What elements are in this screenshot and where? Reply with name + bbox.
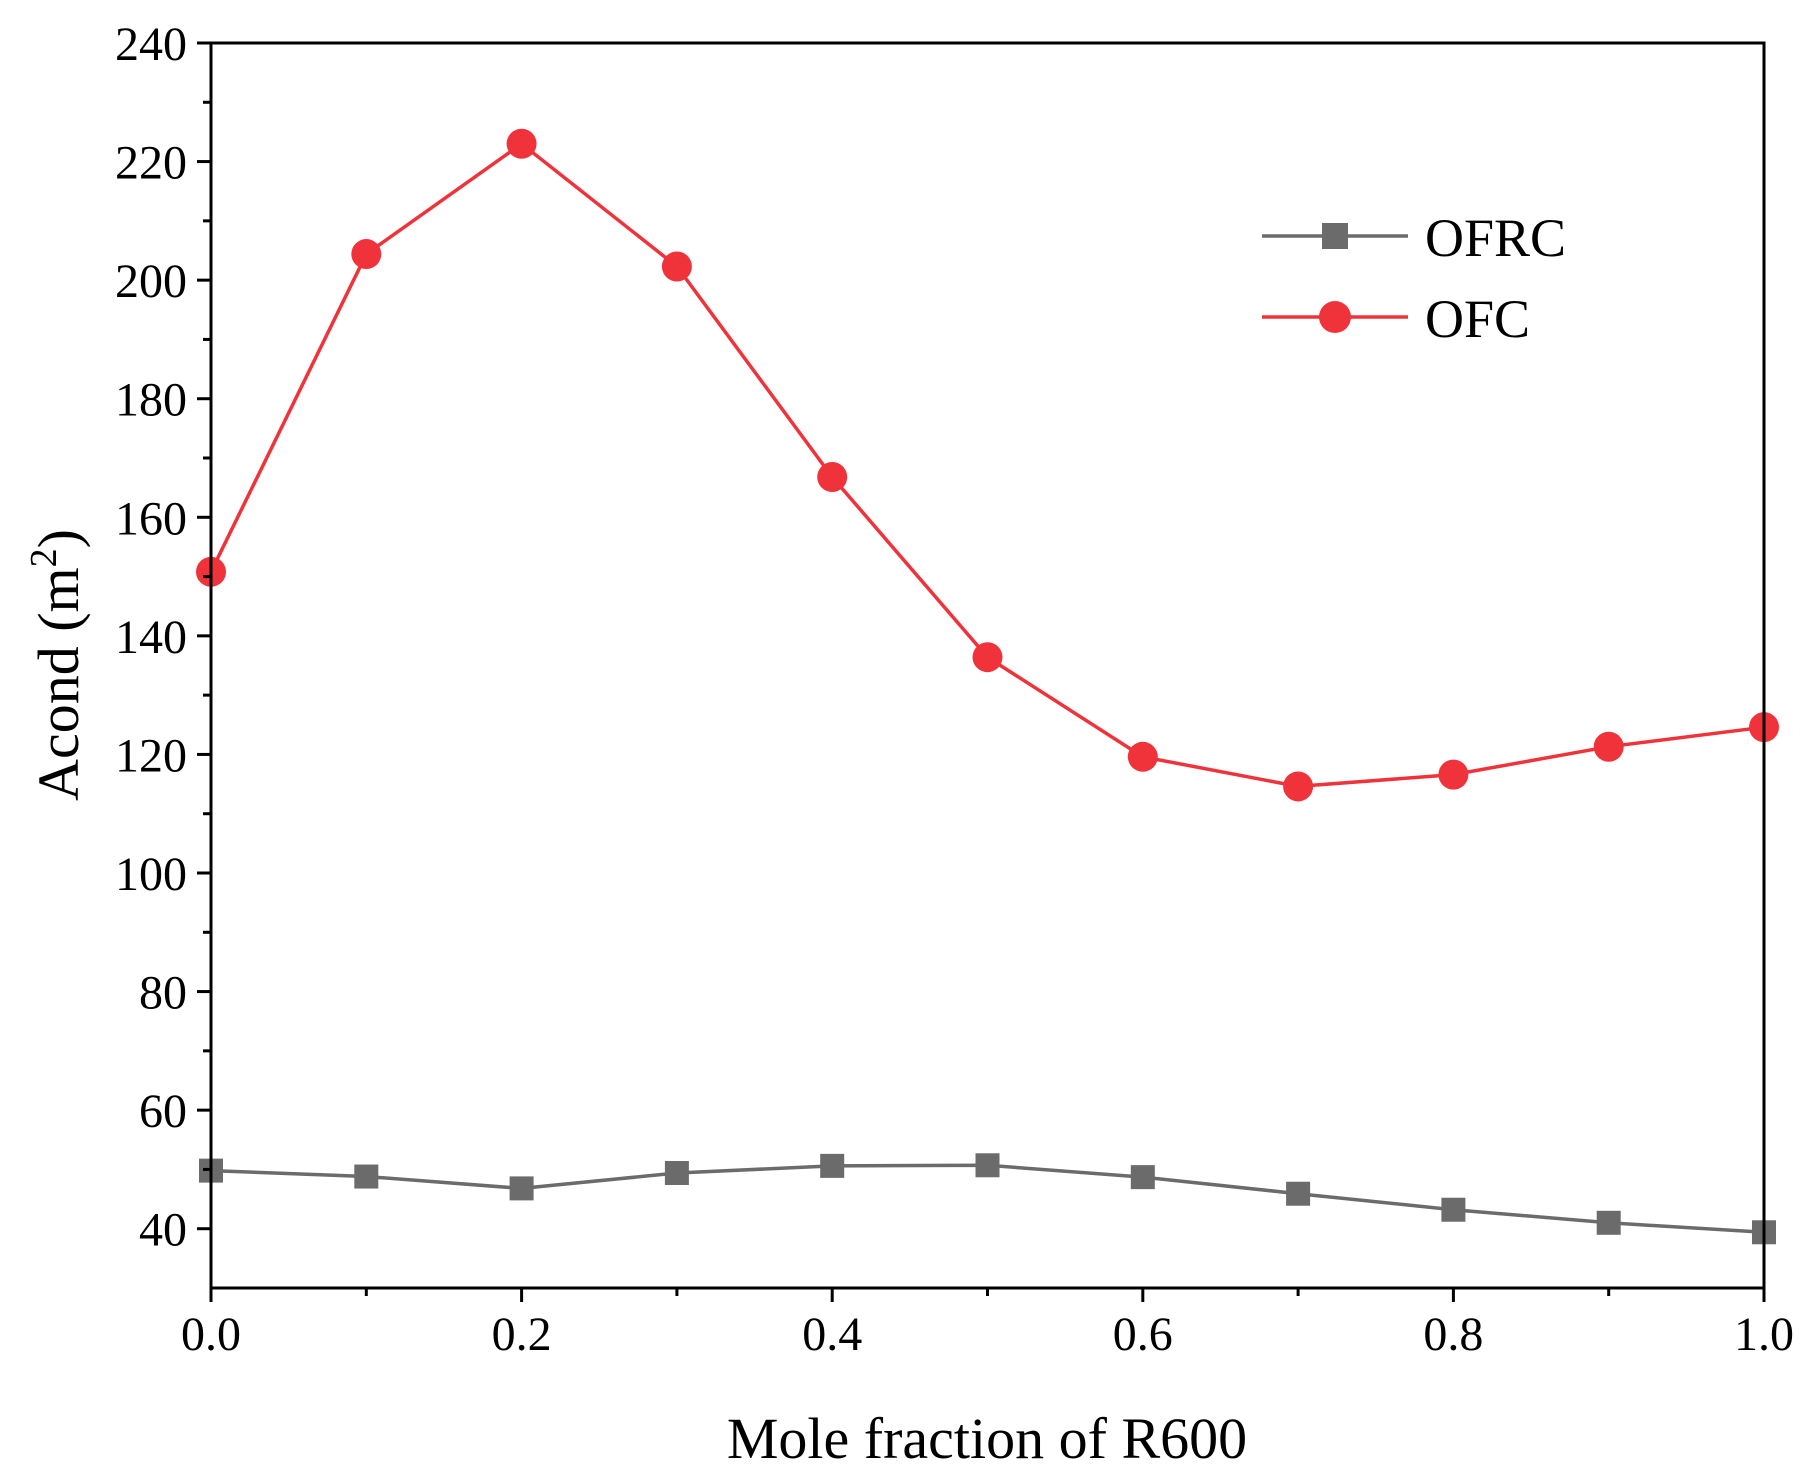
- series-ofc-point: [1283, 771, 1314, 802]
- series-ofrc-point: [509, 1176, 534, 1201]
- series-ofrc-point: [1441, 1197, 1466, 1222]
- legend-ofc-label: OFC: [1425, 289, 1530, 349]
- legend-ofrc-label: OFRC: [1425, 208, 1566, 268]
- series-ofrc-point: [354, 1164, 379, 1189]
- x-tick-label: 1.0: [1734, 1308, 1794, 1361]
- series-ofc-point: [1438, 759, 1469, 790]
- x-axis-title: Mole fraction of R600: [727, 1406, 1247, 1471]
- y-tick-label: 60: [139, 1085, 187, 1138]
- series-ofc-point: [972, 642, 1003, 673]
- series-ofc-point: [1127, 741, 1158, 772]
- y-tick-label: 100: [115, 848, 187, 901]
- ticks-layer: 0.0 0.2 0.4 0.6 0.8 1.0 40 60 80 100 120 140 160 180 2…: [115, 18, 1794, 1361]
- series-ofrc-point: [975, 1153, 1000, 1178]
- x-tick-label: 0.8: [1423, 1308, 1483, 1361]
- series-ofrc-point: [820, 1153, 845, 1178]
- x-tick-label: 0.4: [802, 1308, 862, 1361]
- series-ofc-point: [1593, 731, 1624, 762]
- series-ofc-point: [351, 239, 382, 270]
- y-tick-label: 120: [115, 729, 187, 782]
- x-tick-label: 0.0: [181, 1308, 241, 1361]
- series-ofc-point: [506, 128, 537, 159]
- y-axis-title-superscript: 2: [23, 548, 65, 567]
- y-tick-label: 140: [115, 611, 187, 664]
- legend: OFRC OFC: [1262, 208, 1566, 349]
- series-ofc-point: [817, 461, 848, 492]
- y-tick-label: 80: [139, 967, 187, 1020]
- y-tick-label: 160: [115, 492, 187, 545]
- y-tick-label: 40: [139, 1204, 187, 1257]
- legend-ofrc-marker: [1322, 223, 1348, 249]
- y-tick-label: 240: [115, 18, 187, 71]
- y-axis-title-end: ): [26, 529, 91, 548]
- series-ofrc-point: [1596, 1210, 1621, 1235]
- series-ofrc-point: [664, 1160, 689, 1185]
- y-tick-label: 200: [115, 255, 187, 308]
- legend-ofc-marker: [1319, 301, 1351, 333]
- y-axis-title: Acond (m2): [23, 529, 91, 801]
- y-tick-label: 180: [115, 374, 187, 427]
- y-tick-label: 220: [115, 137, 187, 190]
- x-tick-label: 0.2: [492, 1308, 552, 1361]
- y-axis-title-base: Acond (m: [26, 567, 91, 801]
- series-layer: [196, 128, 1779, 1245]
- series-ofrc-point: [1286, 1181, 1311, 1206]
- series-ofc: [196, 128, 1779, 802]
- series-ofc-point: [661, 251, 692, 282]
- series-ofrc-point: [1130, 1165, 1155, 1190]
- x-tick-label: 0.6: [1113, 1308, 1173, 1361]
